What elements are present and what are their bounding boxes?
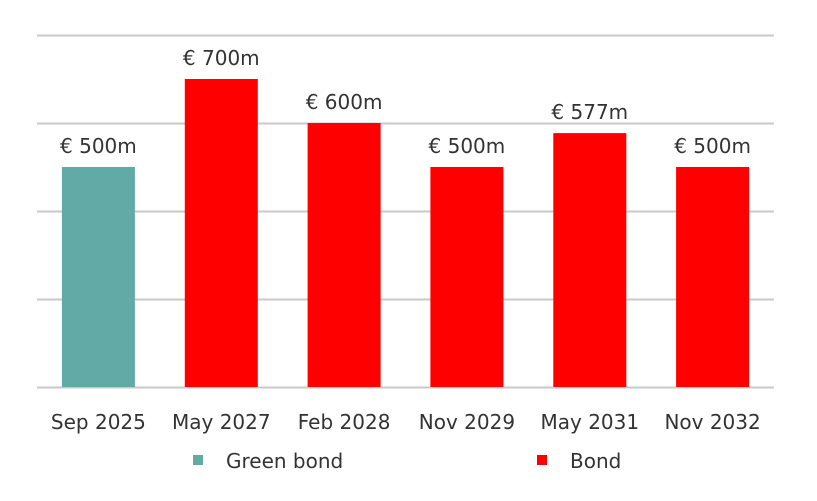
data-label-0: € 500m [60, 134, 137, 158]
x-tick-labels: Sep 2025 May 2027 Feb 2028 Nov 2029 May 2031… [51, 410, 761, 434]
data-labels: € 500m € 700m € 600m € 500m € 577m € 500m [60, 46, 751, 158]
legend-swatch-bond [537, 455, 547, 465]
bar-4 [553, 133, 627, 387]
bar-2 [307, 123, 381, 387]
legend-label-bond: Bond [570, 449, 621, 473]
bar-0 [61, 167, 135, 387]
bar-5 [676, 167, 750, 387]
bar-3 [430, 167, 504, 387]
legend-label-green-bond: Green bond [226, 449, 343, 473]
legend-swatch-green-bond [193, 455, 203, 465]
data-label-4: € 577m [551, 100, 628, 124]
x-tick-label-2: Feb 2028 [298, 410, 391, 434]
data-label-3: € 500m [429, 134, 506, 158]
legend: Green bond Bond [193, 449, 621, 473]
bar-1 [184, 79, 258, 387]
x-tick-label-5: Nov 2032 [664, 410, 760, 434]
bars [61, 79, 750, 387]
x-tick-label-4: May 2031 [540, 410, 639, 434]
x-tick-label-1: May 2027 [172, 410, 271, 434]
data-label-2: € 600m [306, 90, 383, 114]
data-label-5: € 500m [674, 134, 751, 158]
x-tick-label-0: Sep 2025 [51, 410, 146, 434]
x-tick-label-3: Nov 2029 [419, 410, 515, 434]
data-label-1: € 700m [183, 46, 260, 70]
gridlines [37, 34, 774, 389]
